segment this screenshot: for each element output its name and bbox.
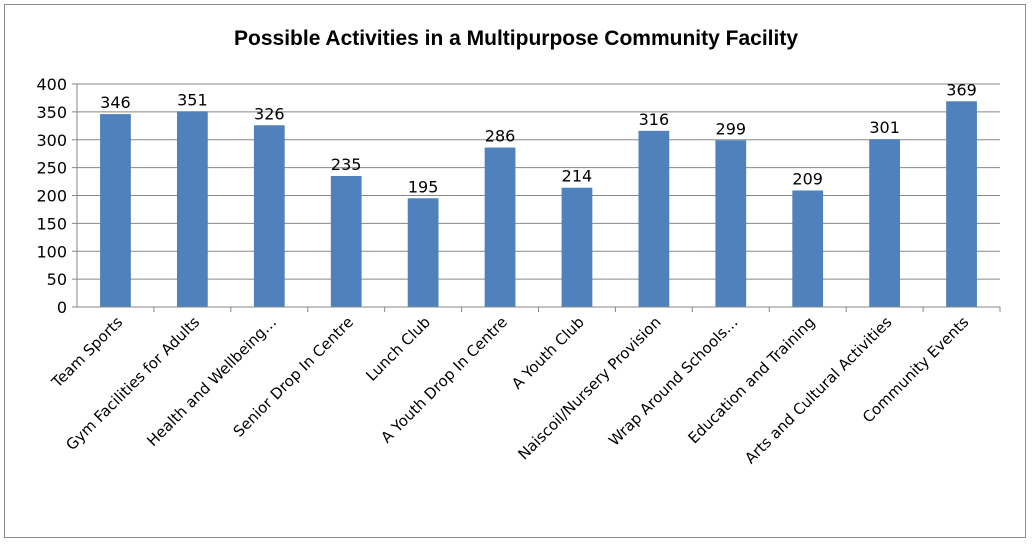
data-label: 351 (177, 90, 208, 109)
data-label: 346 (100, 93, 131, 112)
bar (330, 175, 362, 307)
data-label: 235 (331, 155, 362, 174)
bar (715, 140, 747, 307)
gridlines (77, 83, 1000, 280)
chart-title: Possible Activities in a Multipurpose Co… (234, 27, 798, 50)
bar (176, 111, 208, 307)
data-label: 209 (792, 169, 823, 188)
bar (484, 147, 516, 307)
x-tick-label: Health and Wellbeing… (143, 313, 280, 450)
y-tick-label: 0 (57, 298, 67, 317)
bar (638, 130, 670, 307)
data-label: 326 (254, 104, 285, 123)
y-tick-label: 200 (36, 187, 67, 206)
x-tick-label: Gym Facilities for Adults (62, 313, 203, 454)
y-tick-label: 400 (36, 75, 67, 94)
x-tick-label: Arts and Cultural Activities (741, 313, 895, 467)
data-label: 299 (716, 119, 747, 138)
x-tick-label: Lunch Club (362, 313, 434, 385)
data-label: 214 (562, 167, 593, 186)
y-tick-label: 350 (36, 103, 67, 122)
data-label: 286 (485, 127, 516, 146)
x-tick-label: Wrap Around Schools… (605, 313, 741, 449)
axes (72, 83, 1001, 312)
bar (100, 114, 131, 307)
bar (253, 125, 285, 307)
x-tick-label: Naiscoil/Nursery Provision (514, 313, 664, 463)
y-tick-label: 50 (47, 270, 67, 289)
y-tick-label: 300 (36, 131, 67, 150)
x-tick-label: A Youth Club (508, 313, 588, 393)
chart-frame: Possible Activities in a Multipurpose Co… (4, 4, 1026, 538)
bar (792, 190, 824, 307)
x-tick-label: A Youth Drop In Centre (377, 313, 510, 446)
bars (100, 101, 977, 307)
y-tick-label: 150 (36, 214, 67, 233)
data-label: 369 (946, 80, 977, 99)
bar (946, 101, 977, 307)
x-tick-label: Education and Training (684, 313, 818, 447)
bar (869, 139, 901, 307)
data-label: 301 (869, 118, 900, 137)
data-label: 316 (639, 110, 670, 129)
x-tick-label: Team Sports (47, 313, 126, 392)
data-label: 195 (408, 177, 439, 196)
y-tick-label: 250 (36, 159, 67, 178)
y-tick-label: 100 (36, 242, 67, 261)
bar (561, 187, 593, 307)
bar (407, 198, 439, 307)
bar-chart: Possible Activities in a Multipurpose Co… (36, 27, 1001, 467)
